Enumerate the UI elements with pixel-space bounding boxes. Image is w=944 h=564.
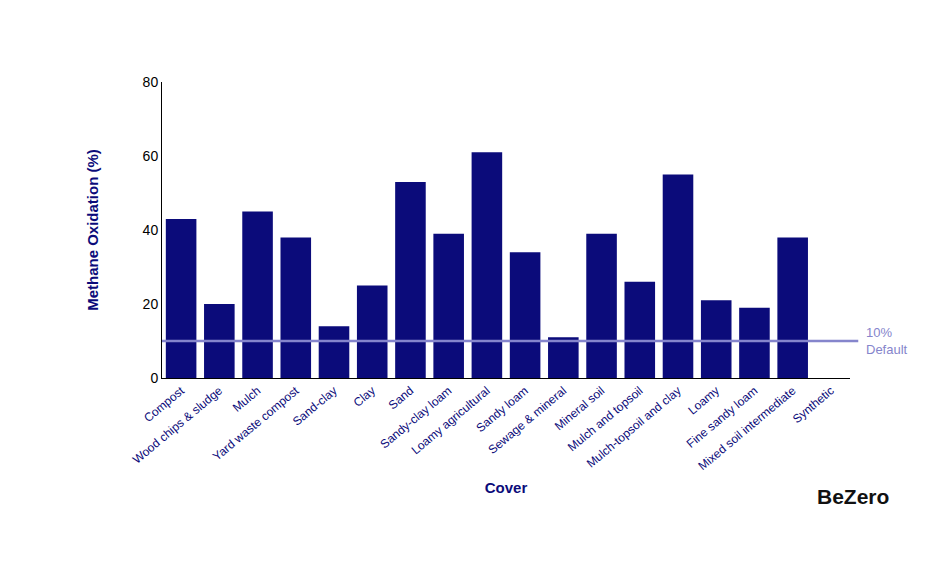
svg-text:Compost: Compost xyxy=(141,383,187,425)
svg-text:Fine sandy loam: Fine sandy loam xyxy=(684,384,760,451)
svg-text:40: 40 xyxy=(143,222,159,238)
svg-text:Mineral soil: Mineral soil xyxy=(552,384,607,434)
svg-text:BeZero: BeZero xyxy=(817,485,889,508)
svg-text:Mulch: Mulch xyxy=(230,384,264,415)
svg-text:Clay: Clay xyxy=(351,384,378,410)
svg-text:0: 0 xyxy=(150,370,158,386)
svg-text:Methane Oxidation (%): Methane Oxidation (%) xyxy=(84,149,101,311)
svg-text:20: 20 xyxy=(143,296,159,312)
svg-text:80: 80 xyxy=(143,74,159,90)
svg-text:Mixed soil intermediate: Mixed soil intermediate xyxy=(695,383,798,473)
svg-text:Sandy loam: Sandy loam xyxy=(473,384,531,435)
svg-text:Sewage & mineral: Sewage & mineral xyxy=(486,384,570,457)
svg-text:Sand: Sand xyxy=(386,384,416,413)
svg-text:Mulch-topsoil and clay: Mulch-topsoil and clay xyxy=(584,384,684,471)
svg-text:Synthetic: Synthetic xyxy=(790,384,837,426)
svg-text:10%Default: 10%Default xyxy=(866,325,908,357)
svg-text:Cover: Cover xyxy=(485,479,528,496)
svg-text:Loamy agricultural: Loamy agricultural xyxy=(409,384,493,458)
svg-text:60: 60 xyxy=(143,148,159,164)
svg-text:Yard waste compost: Yard waste compost xyxy=(210,383,302,463)
svg-text:Wood chips & sludge: Wood chips & sludge xyxy=(130,383,225,466)
svg-text:Sandy-clay loam: Sandy-clay loam xyxy=(377,384,454,452)
svg-text:Sand-clay: Sand-clay xyxy=(290,384,340,429)
svg-text:Loamy: Loamy xyxy=(685,384,722,418)
svg-text:Mulch and topsoil: Mulch and topsoil xyxy=(565,384,646,455)
